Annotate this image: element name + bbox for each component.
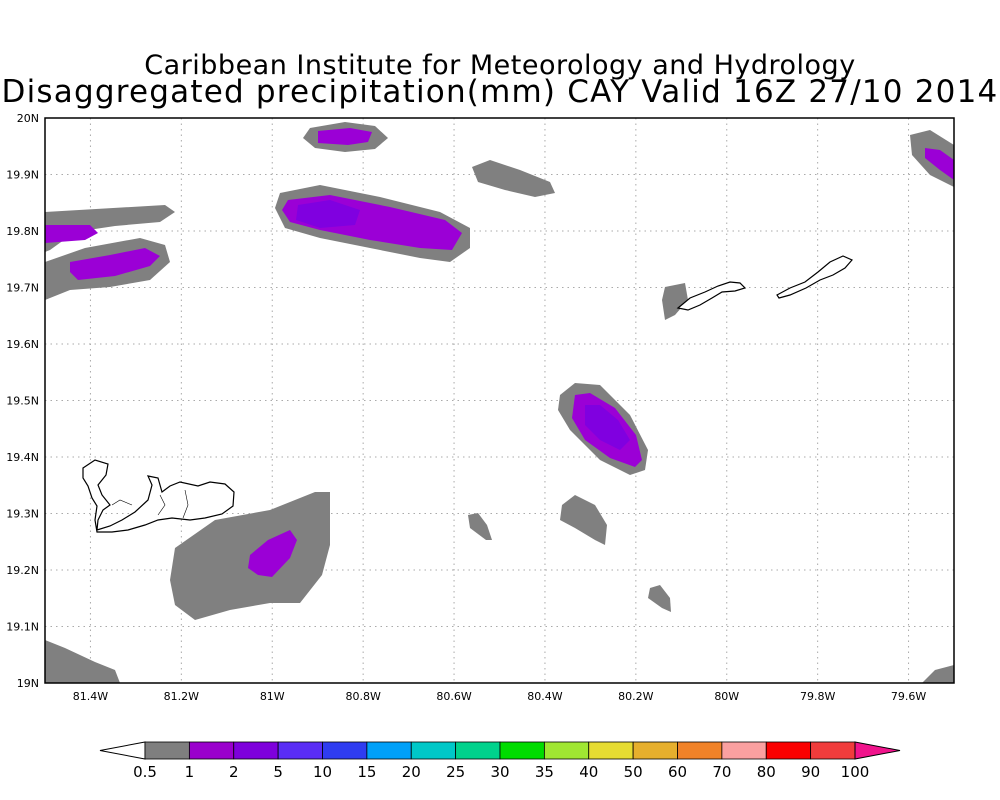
colorbar-box [543,741,590,760]
colorbar-box [810,741,856,760]
x-tick-label: 81.4W [73,690,108,703]
rain-area-gray [472,160,555,197]
colorbar-label: 20 [402,763,421,781]
rain-area-gray [468,513,492,540]
x-tick-label: 80.8W [345,690,380,703]
x-tick-label: 79.6W [891,690,926,703]
cayman-brac-island [776,255,853,299]
colorbar-label: 100 [841,763,870,781]
product-title: Disaggregated precipitation(mm) CAY Vali… [1,74,999,110]
x-tick-label: 81.2W [164,690,199,703]
colorbar-box [188,741,235,760]
colorbar-label: 10 [313,763,332,781]
x-tick-label: 79.8W [800,690,835,703]
grand-cayman-interior [111,489,189,519]
colorbar-box [366,741,412,760]
rain-area-gray [560,495,607,545]
rain-area-gray [45,205,175,252]
y-tick-label: 19.1N [6,621,39,634]
y-tick-label: 20N [17,112,39,125]
map-frame [44,117,955,684]
rain-area-violet [296,200,360,228]
colorbar-label: 50 [624,763,643,781]
colorbar-box [410,741,457,760]
rain-area-gray [648,585,671,612]
rain-area-purple [248,530,297,577]
colorbar-label: 35 [535,763,554,781]
colorbar-label: 30 [490,763,509,781]
colorbar-label: 0.5 [133,763,157,781]
rain-area-purple [925,148,954,180]
colorbar: 0.5 1 2 5 10 15 20 25 30 35 40 50 60 70 80 90 100 [99,741,901,781]
colorbar-box [277,741,323,760]
y-tick-label: 19.8N [6,225,39,238]
colorbar-arrow-high [854,741,901,760]
rain-area-purple [318,128,372,145]
rain-area-purple [70,248,160,280]
rain-area-purple [45,225,98,243]
institute-title: Caribbean Institute for Meteorology and … [144,50,856,81]
colorbar-box [765,741,812,760]
colorbar-label: 40 [579,763,598,781]
colorbar-label: 90 [801,763,820,781]
colorbar-label: 1 [185,763,195,781]
y-tick-label: 19.4N [6,451,39,464]
colorbar-box [499,741,545,760]
x-tick-label: 80.4W [527,690,562,703]
colorbar-box [588,741,634,760]
x-tick-label: 80.6W [436,690,471,703]
colorbar-box [721,741,767,760]
grand-cayman-island [82,459,235,533]
map-titles: Caribbean Institute for Meteorology and … [0,0,1000,112]
colorbar-box [677,741,723,760]
axis-tick-labels: 81.4W 81.2W 81W 80.8W 80.6W 80.4W 80.2W 80W 79.8… [6,112,926,703]
y-tick-label: 19N [17,677,39,690]
colorbar-box [322,741,368,760]
y-tick-label: 19.9N [6,169,39,182]
precipitation-contours [45,122,954,683]
colorbar-label: 70 [712,763,731,781]
colorbar-label: 80 [757,763,776,781]
colorbar-box [455,741,501,760]
y-tick-label: 19.6N [6,338,39,351]
colorbar-box [632,741,678,760]
colorbar-label: 60 [668,763,687,781]
colorbar-box [144,741,190,760]
y-tick-label: 19.7N [6,282,39,295]
coastlines [82,255,853,533]
y-tick-label: 19.2N [6,564,39,577]
colorbar-arrow-low [99,741,146,760]
rain-area-gray [922,665,954,683]
x-tick-label: 81W [260,690,285,703]
colorbar-label: 5 [273,763,283,781]
colorbar-label: 2 [229,763,239,781]
y-tick-label: 19.3N [6,508,39,521]
colorbar-label: 15 [357,763,376,781]
colorbar-box [233,741,279,760]
rain-area-gray [45,640,120,683]
x-tick-label: 80.2W [618,690,653,703]
x-tick-label: 80W [714,690,739,703]
colorbar-label: 25 [446,763,465,781]
little-cayman-island [676,281,747,311]
y-tick-label: 19.5N [6,395,39,408]
rain-area-violet [585,405,630,450]
rain-area-gray [662,283,688,320]
